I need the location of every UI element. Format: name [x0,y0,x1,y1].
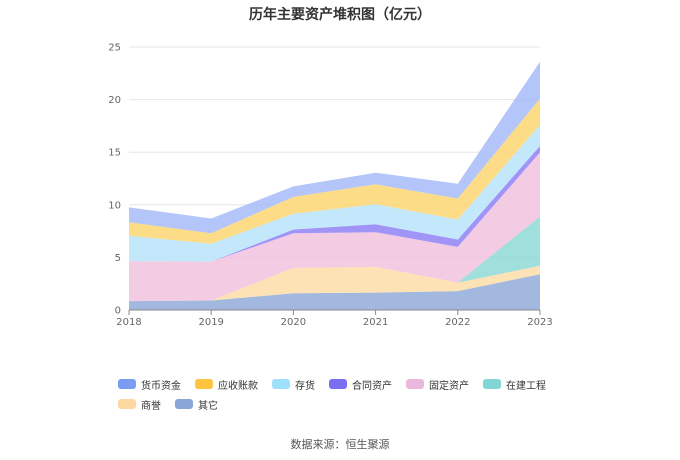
legend-label: 商誉 [141,400,161,412]
area-series-0 [129,274,540,310]
x-tick-label: 2022 [445,317,470,328]
y-tick-label: 20 [108,95,121,106]
axes: 0 5 10 15 20 25 2018 2019 2020 2021 2022 2023 [108,43,552,329]
y-tick-label: 10 [108,200,121,211]
legend-label: 货币资金 [141,380,181,392]
x-tick-label: 2020 [281,317,306,328]
legend-label: 应收账款 [218,380,258,392]
legend-item[interactable]: 存货 [272,377,315,392]
x-tick-label: 2019 [198,317,223,328]
legend-item[interactable]: 固定资产 [406,377,469,392]
area-series-1 [129,265,540,302]
legend-label: 固定资产 [429,380,469,392]
area-series-6 [129,98,540,244]
area-series-3 [129,152,540,302]
x-tick-label: 2018 [116,317,141,328]
legend-swatch-icon [118,399,136,409]
legend-swatch-icon [483,379,501,389]
y-tick-label: 0 [115,306,121,317]
x-tick-label: 2021 [363,317,388,328]
legend-item[interactable]: 应收账款 [195,377,258,392]
legend-label: 在建工程 [506,380,546,392]
legend-item[interactable]: 货币资金 [118,377,181,392]
legend-swatch-icon [118,379,136,389]
legend-item[interactable]: 其它 [175,397,218,412]
legend-swatch-icon [329,379,347,389]
legend-item[interactable]: 商誉 [118,397,161,412]
area-series-5 [129,124,540,262]
legend-label: 其它 [198,400,218,412]
y-tick-label: 15 [108,148,121,159]
legend-label: 合同资产 [352,380,392,392]
x-tick-label: 2023 [527,317,552,328]
y-tick-label: 25 [108,43,121,54]
legend-item[interactable]: 合同资产 [329,377,392,392]
legend-item[interactable]: 在建工程 [483,377,546,392]
y-tick-label: 5 [115,253,121,264]
legend-swatch-icon [272,379,290,389]
data-source-note: 数据来源：恒生聚源 [290,438,390,451]
chart-title: 历年主要资产堆积图（亿元） [249,7,431,23]
legend-swatch-icon [175,399,193,409]
legend-swatch-icon [195,379,213,389]
legend-label: 存货 [295,380,315,392]
chart-legend: 货币资金 应收账款 存货 合同资产 固定资产 在建工程商誉 其它 [118,377,588,412]
area-series [129,61,540,310]
legend-swatch-icon [406,379,424,389]
area-series-7 [129,61,540,234]
